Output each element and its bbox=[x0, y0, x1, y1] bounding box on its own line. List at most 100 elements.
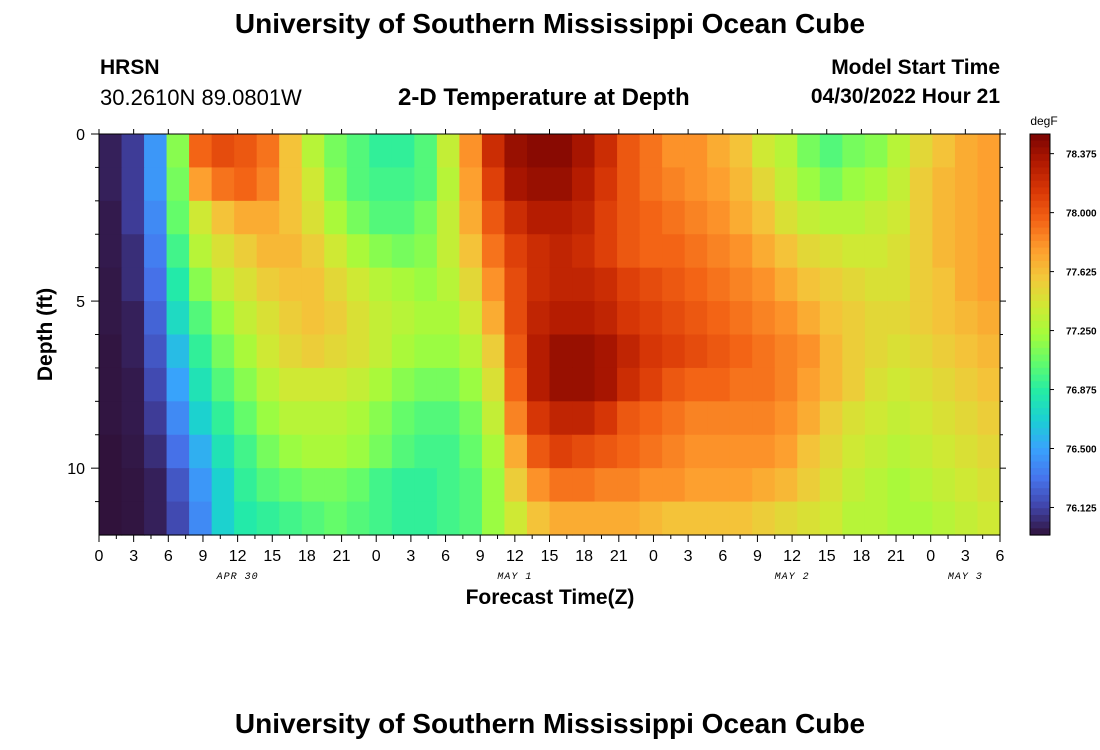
colorbar-segment bbox=[1030, 227, 1050, 235]
heatmap-cell bbox=[144, 468, 168, 503]
heatmap-cell bbox=[797, 468, 821, 503]
heatmap-cell bbox=[189, 434, 213, 469]
colorbar-segment bbox=[1030, 254, 1050, 262]
heatmap-cell bbox=[211, 167, 235, 202]
heatmap-cell bbox=[144, 134, 168, 169]
heatmap-cell bbox=[279, 267, 303, 302]
heatmap-cell bbox=[887, 301, 911, 336]
heatmap-cell bbox=[234, 501, 258, 536]
heatmap-cell bbox=[301, 301, 325, 336]
heatmap-cell bbox=[121, 367, 145, 402]
heatmap-cell bbox=[909, 134, 934, 169]
heatmap-cell bbox=[639, 167, 663, 202]
heatmap-cell bbox=[234, 301, 258, 336]
heatmap-cell bbox=[166, 401, 190, 436]
heatmap-cell bbox=[369, 401, 393, 436]
colorbar-segment bbox=[1030, 434, 1050, 443]
heatmap-cell bbox=[594, 334, 618, 369]
heatmap-cell bbox=[324, 334, 348, 369]
heatmap-cell bbox=[459, 367, 483, 402]
colorbar-segment bbox=[1030, 528, 1050, 536]
heatmap-cell bbox=[774, 301, 798, 336]
heatmap-cell bbox=[256, 134, 280, 169]
colorbar-segment bbox=[1030, 374, 1050, 382]
heatmap-cell bbox=[504, 501, 528, 536]
heatmap-cell bbox=[797, 401, 821, 436]
x-tick-label: 9 bbox=[476, 548, 485, 565]
heatmap-cell bbox=[144, 200, 168, 235]
heatmap-cell bbox=[121, 134, 145, 169]
colorbar-segment bbox=[1030, 481, 1050, 489]
heatmap-cell bbox=[594, 468, 618, 503]
heatmap-cell bbox=[684, 334, 708, 369]
heatmap-cell bbox=[301, 334, 325, 369]
heatmap-cell bbox=[189, 401, 213, 436]
heatmap-cell bbox=[887, 501, 911, 536]
heatmap-cell bbox=[369, 200, 393, 235]
heatmap-cell bbox=[324, 301, 348, 336]
heatmap-cell bbox=[189, 367, 213, 402]
footer-title: University of Southern Mississippi Ocean… bbox=[234, 708, 866, 739]
heatmap-cell bbox=[189, 334, 213, 369]
colorbar-segment bbox=[1030, 394, 1050, 402]
heatmap-cell bbox=[166, 134, 190, 169]
heatmap-cell bbox=[752, 234, 776, 269]
heatmap-cell bbox=[932, 334, 956, 369]
x-date-label: MAY 1 bbox=[497, 572, 532, 583]
heatmap-cell bbox=[774, 267, 798, 302]
heatmap-cell bbox=[617, 234, 641, 269]
y-axis-label: Depth (ft) bbox=[34, 288, 57, 381]
heatmap-cell bbox=[977, 334, 1001, 369]
heatmap-cell bbox=[99, 501, 123, 536]
colorbar-segment bbox=[1030, 147, 1050, 155]
heatmap-cell bbox=[774, 200, 798, 235]
colorbar-segment bbox=[1030, 488, 1050, 496]
heatmap-cell bbox=[617, 200, 641, 235]
heatmap-cell bbox=[594, 301, 618, 336]
colorbar-segment bbox=[1030, 307, 1050, 316]
heatmap-cell bbox=[617, 367, 641, 402]
heatmap-cell bbox=[752, 200, 776, 235]
heatmap-cell bbox=[932, 401, 956, 436]
heatmap-cell bbox=[662, 134, 686, 169]
x-tick-label: 9 bbox=[199, 548, 208, 565]
heatmap-cell bbox=[144, 267, 168, 302]
x-tick-label: 0 bbox=[95, 548, 104, 565]
heatmap-cell bbox=[594, 234, 618, 269]
x-tick-label: 15 bbox=[263, 548, 281, 565]
heatmap-cell bbox=[549, 167, 573, 202]
colorbar-segment bbox=[1030, 200, 1050, 209]
heatmap-cell bbox=[504, 334, 528, 369]
heatmap-cell bbox=[977, 434, 1001, 469]
heatmap-cell bbox=[932, 367, 956, 402]
heatmap-cell bbox=[774, 134, 798, 169]
heatmap-cell bbox=[954, 200, 979, 235]
heatmap-cell bbox=[279, 301, 303, 336]
heatmap-cell bbox=[639, 401, 663, 436]
heatmap-cell bbox=[481, 167, 506, 202]
heatmap-cell bbox=[211, 334, 235, 369]
heatmap-cell bbox=[121, 267, 145, 302]
heatmap-cell bbox=[887, 234, 911, 269]
heatmap-cell bbox=[909, 501, 934, 536]
heatmap-cell bbox=[526, 434, 551, 469]
station-id: HRSN bbox=[100, 56, 160, 79]
heatmap-cell bbox=[346, 301, 370, 336]
heatmap-cell bbox=[954, 367, 979, 402]
heatmap-cell bbox=[301, 434, 325, 469]
heatmap-cell bbox=[121, 468, 145, 503]
x-tick-label: 0 bbox=[649, 548, 658, 565]
heatmap-cell bbox=[234, 134, 258, 169]
heatmap-cell bbox=[797, 434, 821, 469]
heatmap-cell bbox=[301, 167, 325, 202]
heatmap-cell bbox=[504, 401, 528, 436]
heatmap-cell bbox=[301, 234, 325, 269]
heatmap-cell bbox=[729, 200, 753, 235]
heatmap-cell bbox=[864, 367, 888, 402]
colorbar-segment bbox=[1030, 461, 1050, 469]
heatmap-cell bbox=[391, 301, 415, 336]
heatmap-cell bbox=[189, 468, 213, 503]
heatmap-cell bbox=[752, 434, 776, 469]
colorbar-tick-label: 76.125 bbox=[1066, 503, 1097, 514]
heatmap-cell bbox=[819, 301, 843, 336]
